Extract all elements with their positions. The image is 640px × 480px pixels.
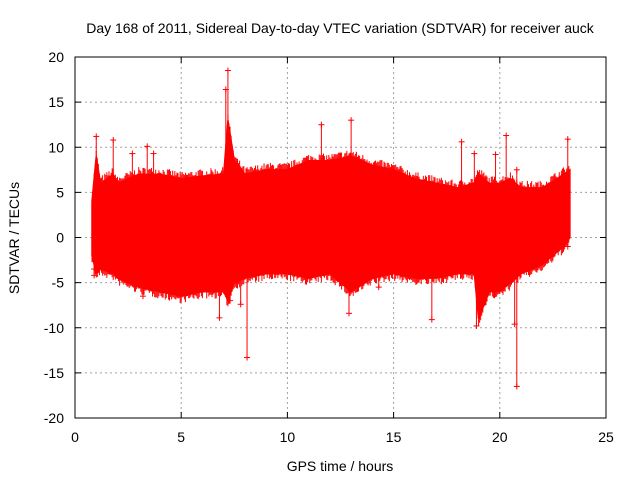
x-axis-label: GPS time / hours [287, 458, 394, 474]
y-tick-label: -10 [44, 320, 64, 336]
data-point [513, 383, 520, 390]
x-tick-label: 5 [177, 429, 185, 445]
data-point [458, 138, 465, 145]
data-points [91, 67, 571, 390]
data-point [428, 316, 435, 323]
y-tick-label: 5 [56, 184, 64, 200]
data-point [375, 284, 382, 291]
y-tick-label: 10 [48, 139, 64, 155]
data-point [348, 117, 355, 124]
data-point [564, 136, 571, 143]
data-point [224, 67, 231, 74]
data-point [471, 150, 478, 157]
data-point [345, 310, 352, 317]
y-axis-label: SDTVAR / TECUs [6, 182, 22, 294]
data-point [216, 314, 223, 321]
data-point [150, 150, 157, 157]
y-tick-label: -5 [52, 275, 65, 291]
y-tick-label: 20 [48, 49, 64, 65]
x-tick-label: 20 [492, 429, 508, 445]
data-point [227, 297, 234, 304]
data-point [492, 151, 499, 158]
x-tick-label: 10 [280, 429, 296, 445]
data-point [91, 272, 98, 279]
data-point [93, 133, 100, 140]
data-point [244, 354, 251, 361]
data-point [503, 132, 510, 139]
data-point [473, 322, 480, 329]
data-point [318, 121, 325, 128]
x-tick-label: 25 [598, 429, 614, 445]
data-point [237, 301, 244, 308]
y-tick-label: -15 [44, 365, 64, 381]
data-point [110, 137, 117, 144]
data-point [144, 143, 151, 150]
x-tick-label: 15 [386, 429, 402, 445]
chart-title: Day 168 of 2011, Sidereal Day-to-day VTE… [86, 20, 595, 36]
data-point [139, 293, 146, 300]
axis-ticks: 0 5 10 15 20 25 -20 -15 -10 -5 0 5 10 15 20 [44, 49, 614, 445]
data-point [222, 86, 229, 93]
data-point [129, 150, 136, 157]
y-tick-label: 0 [56, 230, 64, 246]
y-tick-label: -20 [44, 410, 64, 426]
data-point [513, 166, 520, 173]
data-point [564, 243, 571, 250]
x-tick-label: 0 [71, 429, 79, 445]
y-tick-label: 15 [48, 94, 64, 110]
